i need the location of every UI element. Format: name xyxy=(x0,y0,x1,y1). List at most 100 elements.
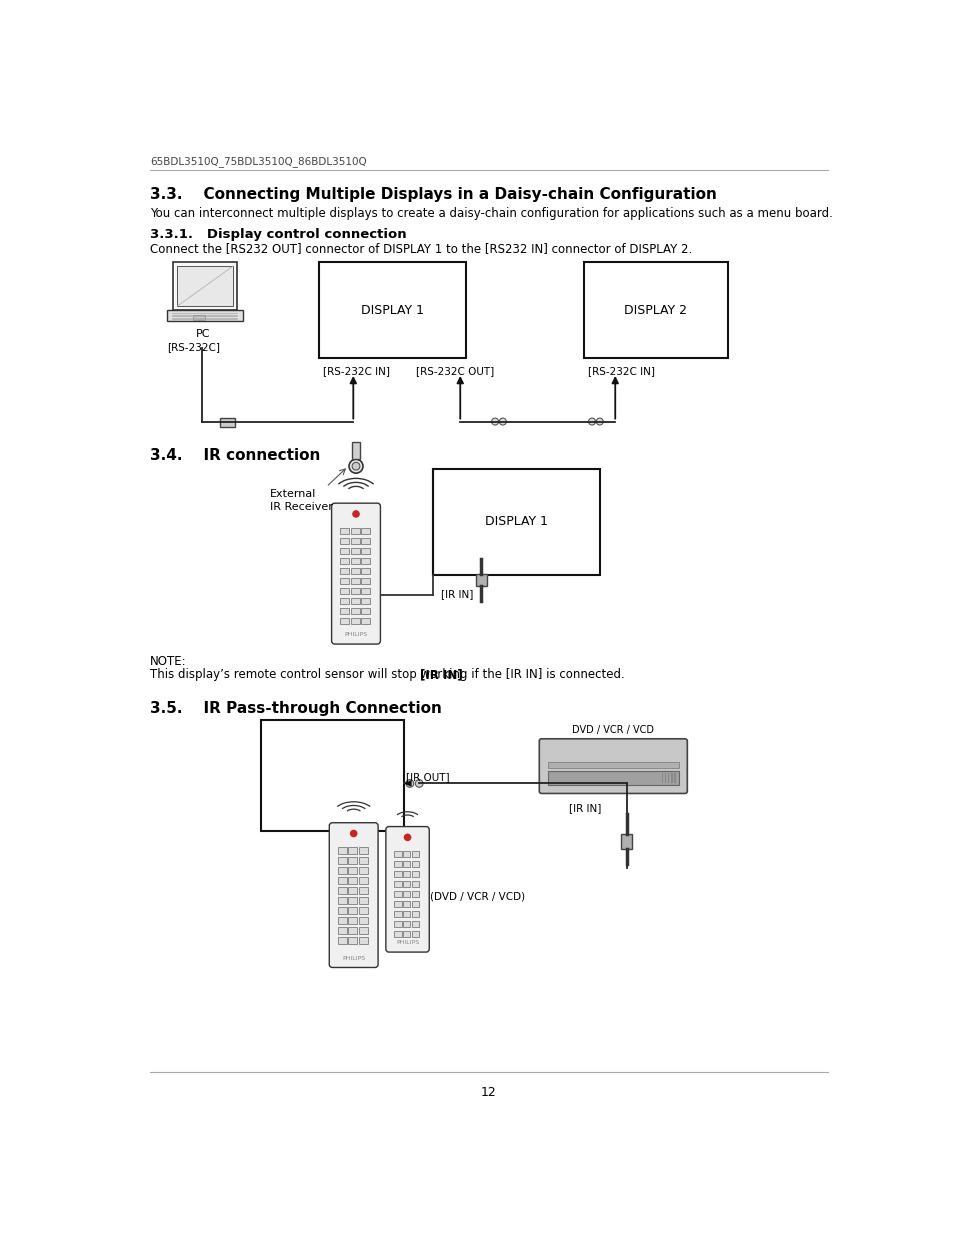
Bar xyxy=(620,834,632,848)
Bar xyxy=(348,918,357,924)
Text: 3.4.    IR connection: 3.4. IR connection xyxy=(150,448,320,463)
Text: 12: 12 xyxy=(480,1086,497,1099)
Bar xyxy=(337,898,347,904)
Bar xyxy=(167,310,243,321)
Bar xyxy=(348,888,357,894)
Bar xyxy=(351,598,359,604)
Bar xyxy=(348,857,357,863)
Bar xyxy=(351,618,359,624)
Bar xyxy=(412,861,418,867)
Bar xyxy=(394,921,401,927)
Bar xyxy=(358,867,368,873)
Bar xyxy=(340,618,349,624)
Circle shape xyxy=(349,459,362,473)
Text: [IR OUT]: [IR OUT] xyxy=(406,772,449,782)
FancyBboxPatch shape xyxy=(329,823,377,967)
Bar xyxy=(352,442,359,459)
Text: You can interconnect multiple displays to create a daisy-chain configuration for: You can interconnect multiple displays t… xyxy=(150,206,832,220)
Bar xyxy=(319,262,466,358)
Text: [RS-232C IN]: [RS-232C IN] xyxy=(587,366,655,377)
Bar xyxy=(412,902,418,908)
Text: DISPLAY 1: DISPLAY 1 xyxy=(484,515,547,529)
Bar xyxy=(476,574,486,587)
Bar xyxy=(337,877,347,883)
Bar xyxy=(348,877,357,883)
Text: [IR IN]: [IR IN] xyxy=(440,589,473,599)
Text: DVD / VCR / VCD: DVD / VCR / VCD xyxy=(572,725,654,735)
Circle shape xyxy=(588,419,595,425)
Bar xyxy=(351,588,359,594)
Bar xyxy=(261,720,404,831)
Circle shape xyxy=(491,419,498,425)
Text: 3.3.    Connecting Multiple Displays in a Daisy-chain Configuration: 3.3. Connecting Multiple Displays in a D… xyxy=(150,186,717,201)
Text: DISPLAY 1: DISPLAY 1 xyxy=(361,304,424,317)
Bar xyxy=(340,537,349,543)
Bar xyxy=(340,578,349,584)
Bar xyxy=(340,588,349,594)
Bar xyxy=(361,588,370,594)
Text: This display’s remote control sensor will stop working if the [IR IN] is connect: This display’s remote control sensor wil… xyxy=(150,668,624,680)
Bar xyxy=(361,618,370,624)
Bar xyxy=(394,911,401,918)
Text: NOTE:: NOTE: xyxy=(150,655,187,668)
Bar xyxy=(403,861,410,867)
Bar xyxy=(403,921,410,927)
Bar xyxy=(351,558,359,564)
Bar xyxy=(412,871,418,877)
Text: PHILIPS: PHILIPS xyxy=(395,940,418,945)
Bar xyxy=(351,537,359,543)
Bar xyxy=(403,871,410,877)
Text: PC: PC xyxy=(195,330,210,340)
Bar xyxy=(412,921,418,927)
Bar xyxy=(358,937,368,944)
Bar xyxy=(403,902,410,908)
Text: (DVD / VCR / VCD): (DVD / VCR / VCD) xyxy=(430,892,524,902)
Bar xyxy=(661,773,662,783)
FancyBboxPatch shape xyxy=(538,739,686,793)
Bar xyxy=(361,527,370,534)
Bar xyxy=(358,847,368,853)
Bar xyxy=(403,911,410,918)
Bar xyxy=(348,867,357,873)
Text: PHILIPS: PHILIPS xyxy=(344,632,367,637)
Bar xyxy=(173,262,236,310)
Bar xyxy=(583,262,727,358)
Bar xyxy=(394,931,401,937)
Bar xyxy=(340,568,349,574)
Bar xyxy=(351,608,359,614)
Bar xyxy=(358,877,368,883)
Bar xyxy=(358,908,368,914)
Text: 3.3.1.   Display control connection: 3.3.1. Display control connection xyxy=(150,227,406,241)
Bar xyxy=(348,898,357,904)
Bar xyxy=(358,927,368,934)
Circle shape xyxy=(406,779,414,787)
Bar xyxy=(351,548,359,555)
Bar xyxy=(674,773,675,783)
Text: [RS-232C IN]: [RS-232C IN] xyxy=(323,366,390,377)
Bar xyxy=(337,857,347,863)
Circle shape xyxy=(596,419,602,425)
Bar xyxy=(403,892,410,898)
Bar xyxy=(348,937,357,944)
Bar xyxy=(358,888,368,894)
Bar xyxy=(394,882,401,888)
Bar xyxy=(664,773,666,783)
Text: 65BDL3510Q_75BDL3510Q_86BDL3510Q: 65BDL3510Q_75BDL3510Q_86BDL3510Q xyxy=(150,156,367,167)
Bar xyxy=(337,918,347,924)
Text: Connect the [RS232 OUT] connector of DISPLAY 1 to the [RS232 IN] connector of DI: Connect the [RS232 OUT] connector of DIS… xyxy=(150,242,692,256)
Bar xyxy=(547,762,679,768)
Bar xyxy=(403,882,410,888)
Circle shape xyxy=(353,511,358,517)
Bar xyxy=(351,578,359,584)
Bar xyxy=(394,861,401,867)
Bar xyxy=(403,931,410,937)
Circle shape xyxy=(498,419,506,425)
Bar xyxy=(340,558,349,564)
Bar xyxy=(361,568,370,574)
Text: [IR IN]: [IR IN] xyxy=(419,668,462,680)
Bar xyxy=(348,908,357,914)
Text: [RS-232C]: [RS-232C] xyxy=(167,342,220,352)
Circle shape xyxy=(352,462,359,471)
Bar xyxy=(351,527,359,534)
Bar xyxy=(412,882,418,888)
